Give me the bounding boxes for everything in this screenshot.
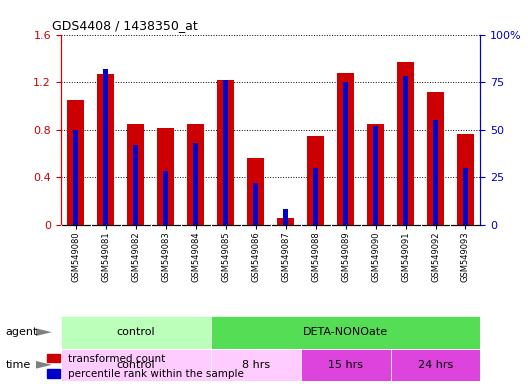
Polygon shape bbox=[36, 361, 52, 369]
FancyBboxPatch shape bbox=[300, 349, 391, 381]
Bar bbox=[193, 143, 198, 225]
Bar bbox=[187, 124, 204, 225]
Text: 24 hrs: 24 hrs bbox=[418, 360, 453, 370]
Bar bbox=[433, 120, 438, 225]
Text: control: control bbox=[116, 360, 155, 370]
Polygon shape bbox=[36, 328, 52, 336]
Bar bbox=[218, 80, 234, 225]
FancyBboxPatch shape bbox=[391, 349, 480, 381]
Bar bbox=[307, 136, 324, 225]
Bar bbox=[403, 76, 408, 225]
FancyBboxPatch shape bbox=[211, 316, 480, 349]
Bar bbox=[163, 171, 168, 225]
Text: control: control bbox=[116, 327, 155, 338]
FancyBboxPatch shape bbox=[211, 349, 300, 381]
Bar bbox=[277, 217, 294, 225]
Text: time: time bbox=[5, 360, 31, 370]
Text: 15 hrs: 15 hrs bbox=[328, 360, 363, 370]
Bar bbox=[343, 82, 348, 225]
Bar bbox=[134, 145, 138, 225]
Bar bbox=[98, 74, 114, 225]
Bar bbox=[373, 126, 378, 225]
Bar bbox=[284, 209, 288, 225]
Bar bbox=[127, 124, 144, 225]
Bar bbox=[367, 124, 384, 225]
Bar bbox=[463, 168, 468, 225]
Legend: transformed count, percentile rank within the sample: transformed count, percentile rank withi… bbox=[48, 354, 244, 379]
Bar bbox=[313, 168, 318, 225]
Bar bbox=[157, 128, 174, 225]
FancyBboxPatch shape bbox=[61, 349, 211, 381]
Bar bbox=[103, 69, 108, 225]
Bar bbox=[427, 92, 444, 225]
Bar bbox=[247, 158, 264, 225]
Bar bbox=[253, 183, 258, 225]
Text: 8 hrs: 8 hrs bbox=[241, 360, 270, 370]
FancyBboxPatch shape bbox=[61, 316, 211, 349]
Bar bbox=[397, 62, 414, 225]
Bar bbox=[68, 100, 84, 225]
Bar bbox=[73, 130, 78, 225]
Text: GDS4408 / 1438350_at: GDS4408 / 1438350_at bbox=[52, 19, 198, 32]
Text: DETA-NONOate: DETA-NONOate bbox=[303, 327, 388, 338]
Bar bbox=[337, 73, 354, 225]
Text: agent: agent bbox=[5, 327, 37, 338]
Bar bbox=[223, 80, 228, 225]
Bar bbox=[457, 134, 474, 225]
